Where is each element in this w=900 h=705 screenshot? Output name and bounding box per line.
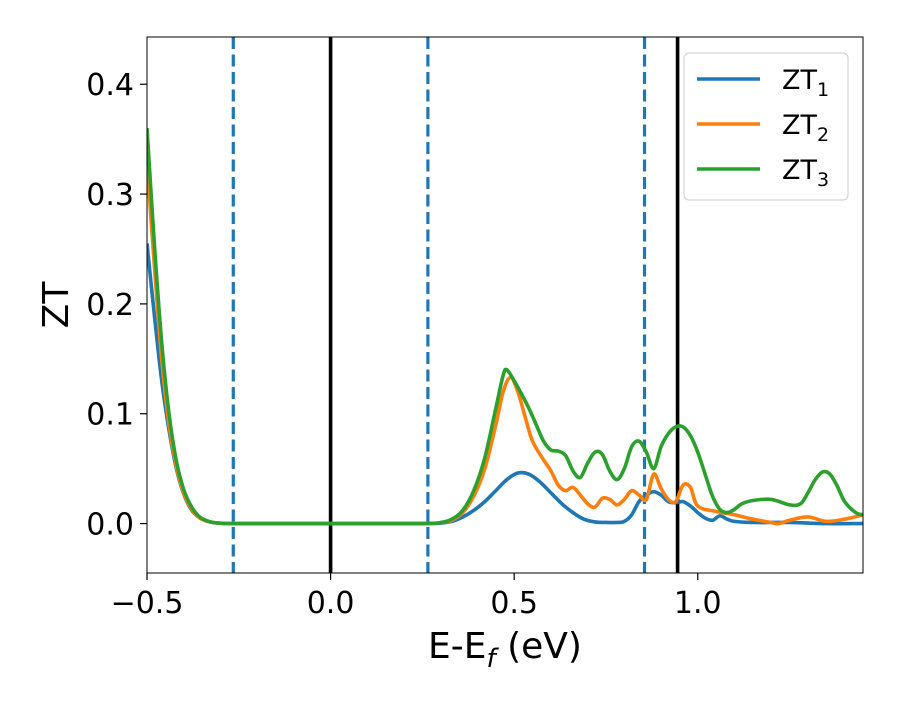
legend-label-base: ZT [782, 65, 817, 96]
plot-frame [146, 36, 864, 574]
axis-layer: −0.5 0.0 0.5 1.0 0.0 0.1 0.2 0.3 0.4 E-Ef (eV) ZT [36, 36, 864, 674]
legend-label-base: ZT [782, 155, 817, 186]
x-tick-label: 0.5 [490, 586, 538, 621]
legend-label-subscript: 1 [817, 79, 829, 101]
y-tick-label: 0.0 [86, 508, 134, 543]
legend-label-zt3: ZT3 [782, 155, 829, 191]
y-tick-label: 0.1 [86, 398, 134, 433]
legend-label-zt2: ZT2 [782, 110, 829, 146]
y-axis-title: ZT [36, 281, 77, 329]
x-tick-label: 1.0 [674, 586, 722, 621]
legend-label-subscript: 2 [817, 124, 829, 146]
plot-layer [147, 37, 863, 573]
legend-label-base: ZT [782, 110, 817, 141]
x-tick-label: 0.0 [307, 586, 355, 621]
y-tick-label: 0.2 [86, 288, 134, 323]
x-axis-title: E-Ef (eV) [428, 626, 582, 674]
legend-label-zt1: ZT1 [782, 65, 829, 101]
series-line-zt3 [147, 128, 863, 526]
legend-label-subscript: 3 [817, 169, 829, 191]
series-line-zt2 [147, 160, 863, 526]
y-tick-label: 0.3 [86, 178, 134, 213]
x-axis-title-unit: (eV) [496, 626, 582, 667]
x-tick-label: −0.5 [111, 586, 184, 621]
y-tick-label: 0.4 [86, 68, 134, 103]
legend-box [683, 52, 849, 201]
x-axis-title-base: E-E [428, 626, 486, 667]
